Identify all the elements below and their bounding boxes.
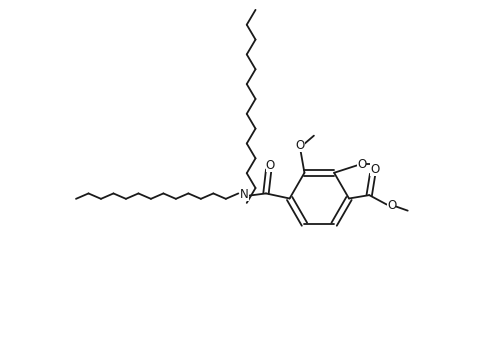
- Text: O: O: [296, 139, 305, 152]
- Text: O: O: [387, 199, 396, 212]
- Text: O: O: [370, 163, 379, 176]
- Text: O: O: [266, 158, 275, 172]
- Text: N: N: [240, 188, 249, 201]
- Text: O: O: [357, 158, 366, 171]
